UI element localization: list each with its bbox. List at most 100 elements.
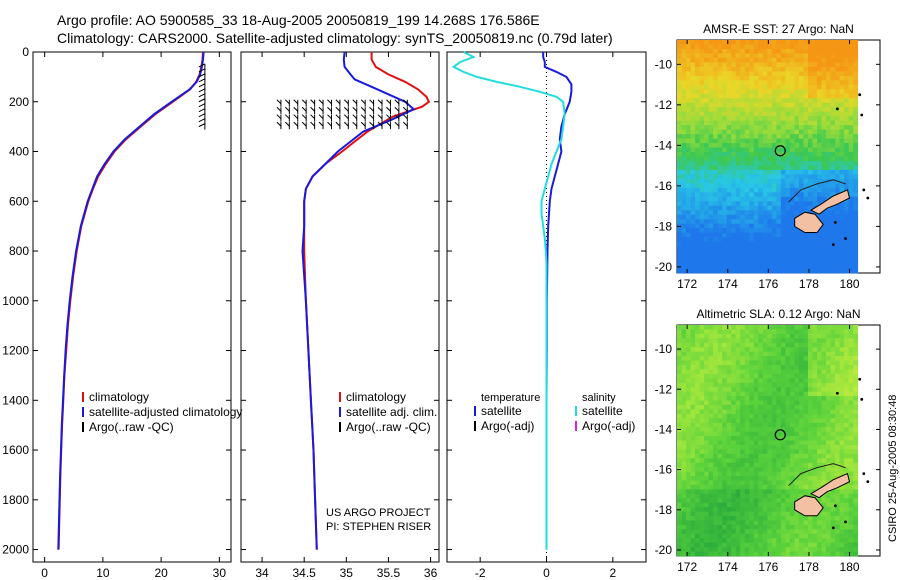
data-cell	[776, 183, 782, 189]
data-cell	[681, 53, 687, 59]
data-cell	[812, 120, 818, 126]
data-cell	[704, 134, 710, 139]
data-cell	[848, 138, 854, 144]
data-cell	[686, 232, 691, 238]
data-cell	[762, 462, 768, 468]
data-cell	[686, 228, 691, 234]
data-cell	[758, 147, 764, 153]
data-cell	[686, 62, 691, 68]
data-cell	[771, 502, 777, 508]
data-cell	[686, 338, 691, 344]
data-cell	[726, 165, 732, 171]
data-cell	[753, 214, 759, 220]
data-cell	[762, 356, 768, 361]
data-cell	[817, 143, 822, 148]
data-cell	[844, 246, 850, 251]
data-cell	[844, 214, 850, 220]
data-cell	[677, 444, 682, 450]
data-cell	[744, 333, 750, 339]
data-cell	[821, 422, 827, 428]
data-cell	[713, 427, 719, 433]
data-cell	[749, 174, 755, 180]
data-cell	[794, 174, 800, 180]
data-cell	[789, 516, 795, 521]
temperature-panel: 0 10 20 30020040060080010001200140016001800…	[2, 45, 232, 580]
data-cell	[826, 80, 831, 86]
data-cell	[699, 507, 705, 512]
data-cell	[794, 551, 800, 557]
data-cell	[817, 192, 822, 198]
data-cell	[726, 351, 732, 357]
data-cell	[839, 174, 845, 180]
data-cell	[848, 232, 854, 238]
data-cell	[740, 511, 746, 517]
data-cell	[704, 498, 710, 504]
data-cell	[677, 111, 682, 117]
data-cell	[735, 201, 741, 207]
data-cell	[776, 476, 782, 481]
y-tick-label: 1400	[2, 393, 29, 407]
data-cell	[826, 255, 831, 260]
data-cell	[780, 542, 786, 548]
data-cell	[853, 66, 859, 72]
data-cell	[758, 547, 764, 552]
data-cell	[771, 116, 777, 122]
data-cell	[789, 71, 795, 77]
data-cell	[817, 152, 822, 157]
data-cell	[830, 111, 836, 117]
data-cell	[794, 255, 800, 260]
data-cell	[731, 210, 737, 216]
data-cell	[785, 93, 791, 99]
data-cell	[853, 138, 859, 144]
data-cell	[726, 53, 732, 59]
data-cell	[803, 480, 809, 486]
data-cell	[762, 524, 768, 530]
data-cell	[807, 89, 813, 95]
data-cell	[826, 449, 831, 455]
data-cell	[708, 223, 714, 229]
data-cell	[821, 502, 827, 508]
data-cell	[713, 71, 719, 77]
data-cell	[735, 183, 741, 189]
data-cell	[758, 210, 764, 216]
data-cell	[767, 232, 773, 238]
data-cell	[699, 431, 705, 437]
data-cell	[798, 440, 804, 446]
data-cell	[726, 250, 732, 256]
data-cell	[826, 493, 831, 499]
data-cell	[785, 329, 791, 335]
data-cell	[735, 351, 741, 357]
data-cell	[776, 382, 782, 388]
argo-position-marker	[774, 429, 786, 441]
data-cell	[853, 183, 859, 189]
data-cell	[735, 333, 741, 339]
data-cell	[753, 223, 759, 229]
data-cell	[717, 255, 723, 260]
data-cell	[717, 373, 723, 379]
data-cell	[735, 498, 741, 504]
data-cell	[767, 369, 773, 375]
data-cell	[798, 152, 804, 157]
data-cell	[726, 498, 732, 504]
data-cell	[830, 169, 836, 175]
data-cell	[821, 449, 827, 455]
data-cell	[681, 484, 687, 490]
data-cell	[780, 529, 786, 535]
data-cell	[835, 382, 841, 388]
data-cell	[785, 210, 791, 216]
data-cell	[726, 502, 732, 508]
data-cell	[699, 259, 705, 265]
data-cell	[735, 75, 741, 81]
data-cell	[762, 427, 768, 433]
data-cell	[740, 71, 746, 77]
data-cell	[812, 250, 818, 256]
data-cell	[749, 129, 755, 135]
data-cell	[681, 246, 687, 251]
data-cell	[848, 160, 854, 166]
data-cell	[776, 520, 782, 526]
data-cell	[798, 338, 804, 344]
data-cell	[817, 462, 822, 468]
data-cell	[690, 237, 696, 243]
data-cell	[803, 427, 809, 433]
data-cell	[812, 259, 818, 265]
